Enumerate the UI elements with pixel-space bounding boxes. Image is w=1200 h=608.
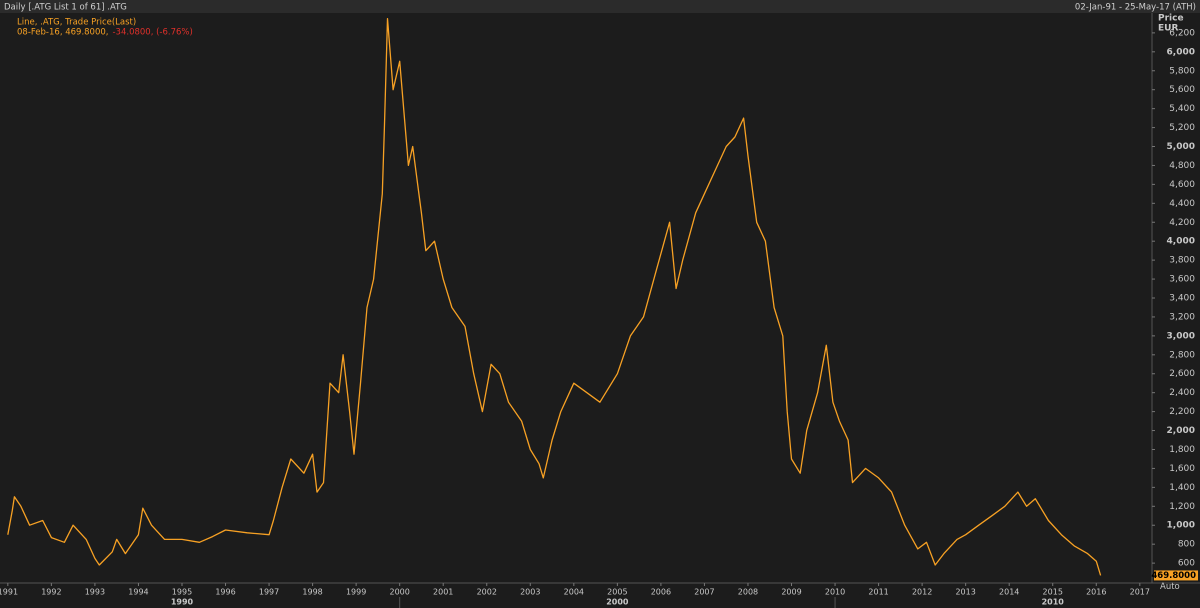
y-tick-label: 1,000	[1167, 521, 1195, 531]
y-tick-label: 4,000	[1167, 237, 1195, 247]
y-tick-label: 2,200	[1169, 407, 1195, 417]
x-tick-label: 2006	[651, 588, 671, 597]
y-tick-label: 5,000	[1167, 142, 1195, 152]
y-tick-label: 5,800	[1169, 66, 1195, 76]
legend-change: -34.0800, (-6.76%)	[112, 28, 192, 38]
legend-title: Line, .ATG, Trade Price(Last)	[17, 18, 136, 28]
decade-label: 2000	[606, 598, 629, 607]
y-axis-unit: EUR	[1158, 24, 1178, 34]
x-tick-label: 1993	[85, 588, 105, 597]
x-tick-label: 2005	[607, 588, 627, 597]
y-tick-label: 1,200	[1169, 502, 1195, 512]
y-tick-label: 5,200	[1169, 123, 1195, 133]
y-tick-label: 4,600	[1169, 180, 1195, 190]
y-tick-label: 4,200	[1169, 218, 1195, 228]
x-tick-label: 1997	[259, 588, 279, 597]
price-line	[7, 18, 1102, 576]
y-tick-label: 3,200	[1169, 312, 1195, 322]
y-tick-label: 5,400	[1169, 104, 1195, 114]
x-tick-label: 1994	[128, 588, 148, 597]
x-tick-label: 1992	[41, 588, 61, 597]
y-tick-label: 2,000	[1167, 426, 1195, 436]
y-tick-label: 2,600	[1169, 369, 1195, 379]
x-tick-label: 2012	[912, 588, 932, 597]
last-price-label: 469.8000	[1151, 571, 1196, 581]
y-tick-label: 6,000	[1167, 47, 1195, 57]
x-tick-label: 2007	[694, 588, 714, 597]
x-tick-label: 2016	[1086, 588, 1106, 597]
x-tick-label: 1998	[302, 588, 322, 597]
y-tick-label: 1,800	[1169, 445, 1195, 455]
y-tick-label: 3,400	[1169, 294, 1195, 304]
legend-point: 08-Feb-16, 469.8000,	[17, 28, 108, 38]
y-tick-label: 800	[1178, 540, 1195, 550]
y-tick-label: 4,400	[1169, 199, 1195, 209]
x-tick-label: 2011	[868, 588, 888, 597]
title-bar	[0, 0, 1200, 13]
decade-label: 1990	[171, 598, 194, 607]
last-price-box	[1154, 570, 1198, 581]
y-tick-label: 600	[1178, 559, 1195, 569]
y-tick-label: 1,400	[1169, 483, 1195, 493]
y-tick-label: 3,000	[1167, 331, 1195, 341]
y-tick-label: 3,600	[1169, 275, 1195, 285]
y-tick-label: 5,600	[1169, 85, 1195, 95]
x-tick-label: 1996	[215, 588, 235, 597]
decade-label: 2010	[1042, 598, 1065, 607]
x-tick-label: 2013	[955, 588, 975, 597]
date-range: 02-Jan-91 - 25-May-17 (ATH)	[1075, 3, 1196, 13]
y-tick-label: 2,400	[1169, 388, 1195, 398]
x-tick-label: 2009	[781, 588, 801, 597]
y-tick-label: 6,200	[1169, 28, 1195, 38]
x-tick-label: 2017	[1130, 588, 1150, 597]
x-tick-label: 2002	[477, 588, 497, 597]
x-tick-label: 2004	[564, 588, 584, 597]
x-tick-label: 2010	[825, 588, 845, 597]
x-tick-label: 2014	[999, 588, 1019, 597]
x-tick-label: 1995	[172, 588, 192, 597]
y-tick-label: 2,800	[1169, 350, 1195, 360]
y-axis-label: Price	[1158, 14, 1184, 24]
scale-mode: Auto	[1160, 582, 1180, 592]
x-tick-label: 2001	[433, 588, 453, 597]
x-tick-label: 2000	[389, 588, 409, 597]
y-tick-label: 3,800	[1169, 256, 1195, 266]
y-tick-label: 1,600	[1169, 464, 1195, 474]
y-tick-label: 4,800	[1169, 161, 1195, 171]
x-tick-label: 2015	[1043, 588, 1063, 597]
x-tick-label: 1991	[0, 588, 18, 597]
x-tick-label: 1999	[346, 588, 366, 597]
x-tick-label: 2008	[738, 588, 758, 597]
x-tick-label: 2003	[520, 588, 540, 597]
chart-title: Daily [.ATG List 1 of 61] .ATG	[4, 3, 127, 13]
